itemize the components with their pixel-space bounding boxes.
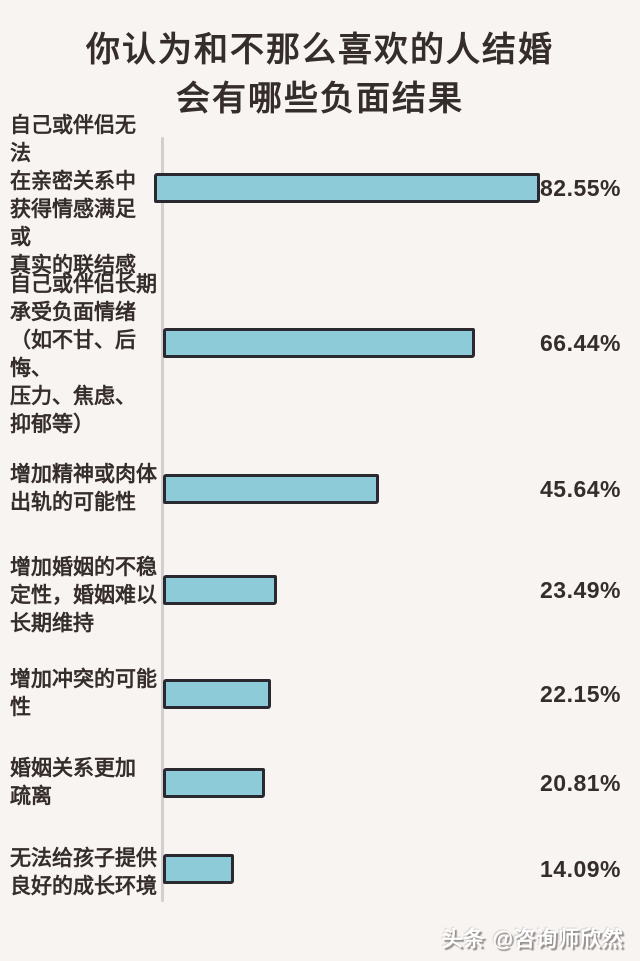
chart-row: 无法给孩子提供 良好的成长环境 14.09%	[0, 840, 640, 906]
bar	[163, 474, 379, 504]
bar	[163, 328, 475, 358]
bar-track	[163, 679, 540, 709]
category-label: 无法给孩子提供 良好的成长环境	[10, 847, 157, 898]
category-label: 婚姻关系更加 疏离	[10, 757, 136, 808]
bar	[154, 173, 540, 203]
chart-title-line1: 你认为和不那么喜欢的人结婚	[86, 31, 554, 69]
category-label: 自己或伴侣无法 在亲密关系中 获得情感满足或 真实的联结感	[10, 114, 136, 277]
chart-row: 婚姻关系更加 疏离 20.81%	[0, 750, 640, 816]
bar-track	[163, 474, 540, 504]
category-label: 增加冲突的可能 性	[10, 668, 157, 719]
category-label: 自己或伴侣长期 承受负面情绪 （如不甘、后悔、 压力、焦虑、 抑郁等）	[10, 273, 157, 436]
chart-title: 你认为和不那么喜欢的人结婚 会有哪些负面结果	[0, 26, 640, 124]
value-label: 82.55%	[540, 174, 622, 201]
y-axis-line	[161, 137, 164, 902]
chart-row: 自己或伴侣长期 承受负面情绪 （如不甘、后悔、 压力、焦虑、 抑郁等） 66.4…	[0, 273, 640, 436]
chart-row: 增加精神或肉体 出轨的可能性 45.64%	[0, 452, 640, 526]
value-label: 66.44%	[540, 329, 622, 356]
value-label: 14.09%	[540, 855, 622, 882]
bar-track	[163, 328, 540, 370]
bar	[163, 854, 234, 884]
value-label: 22.15%	[540, 680, 622, 707]
chart-row: 增加婚姻的不稳 定性，婚姻难以 长期维持 23.49%	[0, 548, 640, 644]
chart-title-line2: 会有哪些负面结果	[176, 80, 464, 118]
bar-track	[163, 768, 540, 798]
bar-track	[163, 854, 540, 888]
value-label: 45.64%	[540, 475, 622, 502]
value-label: 23.49%	[540, 576, 622, 603]
bar-track	[154, 173, 540, 211]
value-label: 20.81%	[540, 769, 622, 796]
category-label: 增加精神或肉体 出轨的可能性	[10, 463, 157, 514]
chart-row: 自己或伴侣无法 在亲密关系中 获得情感满足或 真实的联结感 82.55%	[0, 114, 640, 277]
bar	[163, 575, 277, 605]
chart-row: 增加冲突的可能 性 22.15%	[0, 658, 640, 730]
bar-track	[163, 575, 540, 611]
category-label: 增加婚姻的不稳 定性，婚姻难以 长期维持	[10, 556, 157, 635]
bar	[163, 679, 271, 709]
watermark: 头条 @咨询师欣然	[441, 928, 624, 951]
bar	[163, 768, 265, 798]
